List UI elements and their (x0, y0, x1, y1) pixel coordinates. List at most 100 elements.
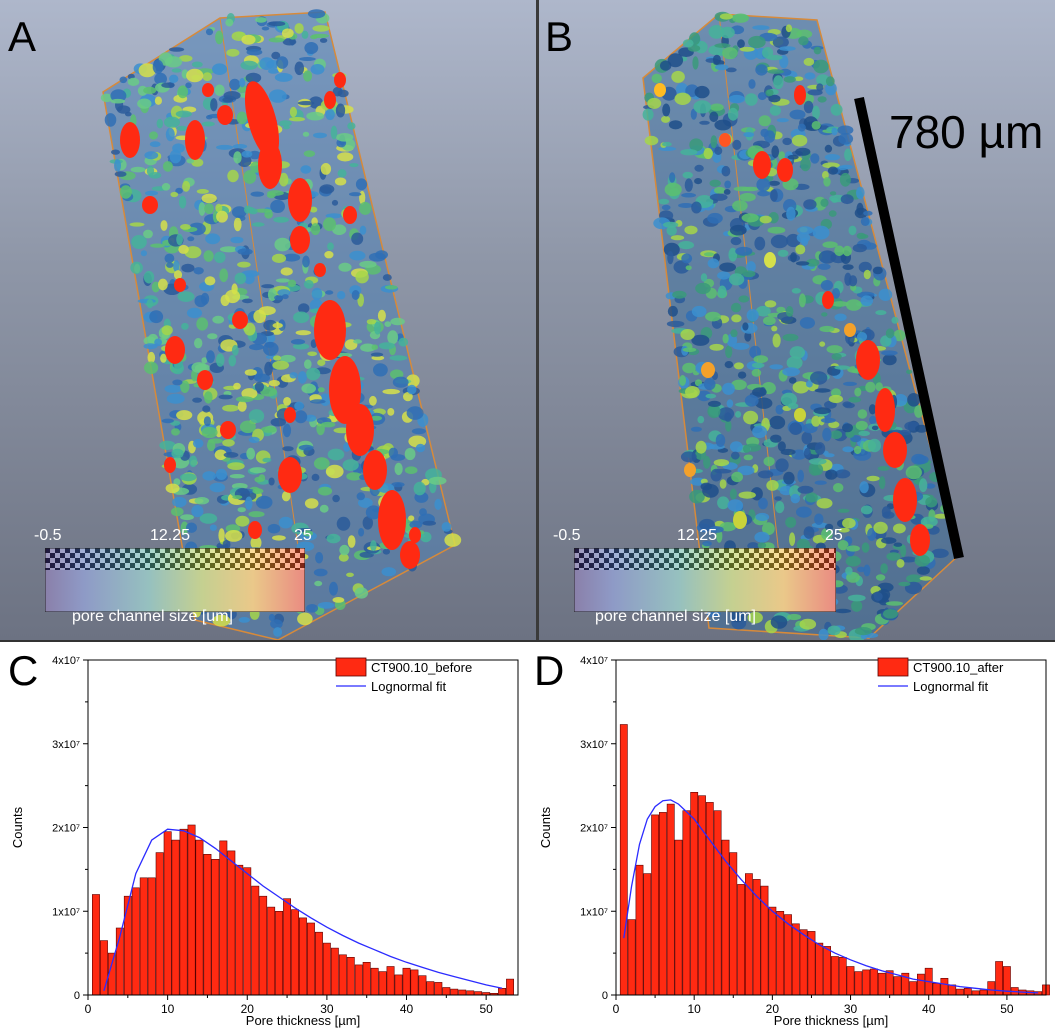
pore-texture-blob (758, 497, 768, 510)
pore-texture-blob (206, 350, 215, 364)
histogram-bar (893, 976, 902, 996)
pore-texture-blob (743, 454, 753, 461)
pore-texture-blob (803, 100, 814, 114)
pore-texture-blob (278, 120, 292, 127)
pore-texture-blob (272, 322, 283, 329)
pore-texture-blob (830, 103, 843, 116)
pore-texture-blob (290, 339, 306, 345)
pore-texture-blob (821, 528, 833, 541)
pore-texture-blob (751, 362, 765, 369)
pore-texture-blob (830, 430, 843, 439)
pore-texture-blob (428, 476, 447, 485)
pore-texture-blob (705, 393, 717, 399)
pore-texture-blob (166, 262, 174, 268)
pore-texture-blob (755, 397, 773, 409)
pore-texture-blob (299, 57, 316, 61)
pore-texture-blob (838, 133, 854, 145)
panel-letter-d: D (534, 647, 565, 694)
pore-texture-blob (225, 530, 243, 542)
pore-texture-blob (763, 456, 775, 467)
pore-texture-blob (789, 346, 805, 359)
pore-texture-blob (725, 419, 732, 432)
pore-texture-blob (144, 151, 159, 160)
pore-texture-blob (169, 149, 182, 164)
pore-texture-blob (143, 229, 153, 239)
pore-texture-blob (678, 241, 695, 250)
pore-texture-blob (768, 180, 780, 186)
pore-texture-blob (695, 282, 711, 295)
pore-texture-blob (377, 309, 386, 322)
pore-texture-blob (775, 501, 785, 514)
pore-texture-blob (758, 115, 771, 127)
pore-texture-blob (273, 627, 283, 637)
pore-texture-blob (808, 458, 827, 465)
pore-texture-blob (893, 523, 906, 534)
pore-texture-blob (842, 264, 854, 270)
pore-texture-blob (407, 384, 417, 395)
pore-texture-blob (192, 438, 204, 448)
histogram-bar (386, 966, 395, 996)
pore-texture-blob (819, 325, 835, 333)
pore-texture-blob (164, 56, 183, 68)
pore-texture-blob (837, 540, 849, 551)
pore-texture-blob (194, 497, 210, 505)
legend-bar-swatch (335, 657, 367, 677)
pore-texture-blob (151, 281, 160, 293)
pore-texture-blob (882, 354, 897, 366)
pore-texture-blob (237, 261, 251, 268)
pore-texture-blob (127, 77, 140, 86)
pore-texture-blob (325, 108, 335, 121)
pore-texture-blob (178, 195, 187, 209)
pore-texture-blob (311, 287, 323, 301)
pore-texture-blob (845, 299, 862, 311)
x-tick-label: 40 (922, 1002, 936, 1016)
pore-texture-blob (242, 298, 253, 304)
pore-texture-blob (216, 144, 234, 150)
pore-texture-blob (171, 68, 182, 73)
pore-texture-blob (769, 415, 786, 430)
histogram-bar (354, 964, 363, 996)
pore-texture-blob (250, 535, 262, 550)
pore-texture-blob (147, 351, 156, 364)
pore-texture-blob (149, 310, 164, 324)
pore-texture-blob (176, 233, 184, 246)
pore-texture-blob (816, 498, 833, 509)
pore-texture-blob (748, 79, 756, 89)
pore-texture-blob (707, 404, 721, 419)
pore-texture-blob (335, 103, 346, 118)
pore-texture-blob (867, 527, 877, 541)
pore-texture-blob (768, 94, 781, 103)
pore-texture-blob (872, 266, 883, 275)
pore-texture-blob (883, 609, 898, 619)
histogram-bar (179, 828, 188, 996)
x-tick-label: 10 (161, 1002, 175, 1016)
large-pore-blob (893, 478, 917, 522)
pore-texture-blob (898, 581, 911, 587)
pore-texture-blob (691, 201, 702, 214)
pore-texture-blob (728, 247, 738, 262)
large-pore-blob (197, 370, 213, 390)
pore-texture-blob (232, 206, 247, 219)
pore-texture-blob (261, 284, 275, 289)
pore-texture-blob (719, 522, 737, 532)
pore-texture-blob (893, 542, 903, 547)
large-pore-blob (290, 226, 310, 254)
pore-texture-blob (798, 293, 806, 308)
pore-texture-blob (366, 319, 377, 325)
large-pore-blob (733, 511, 747, 529)
pore-texture-blob (900, 556, 917, 563)
histogram-bar (267, 906, 276, 996)
pore-texture-blob (330, 125, 338, 140)
legend-bar-label: CT900.10_before (371, 660, 472, 675)
large-pore-blob (334, 72, 346, 88)
pore-texture-blob (227, 462, 245, 470)
pore-texture-blob (218, 394, 233, 400)
pore-texture-blob (309, 206, 318, 213)
pore-texture-blob (743, 410, 759, 425)
pore-texture-blob (739, 46, 755, 52)
pore-texture-blob (731, 302, 742, 313)
pore-texture-blob (669, 172, 676, 183)
pore-texture-blob (171, 448, 184, 459)
pore-texture-blob (814, 513, 824, 525)
y-tick-label: 4x10⁷ (580, 655, 608, 667)
